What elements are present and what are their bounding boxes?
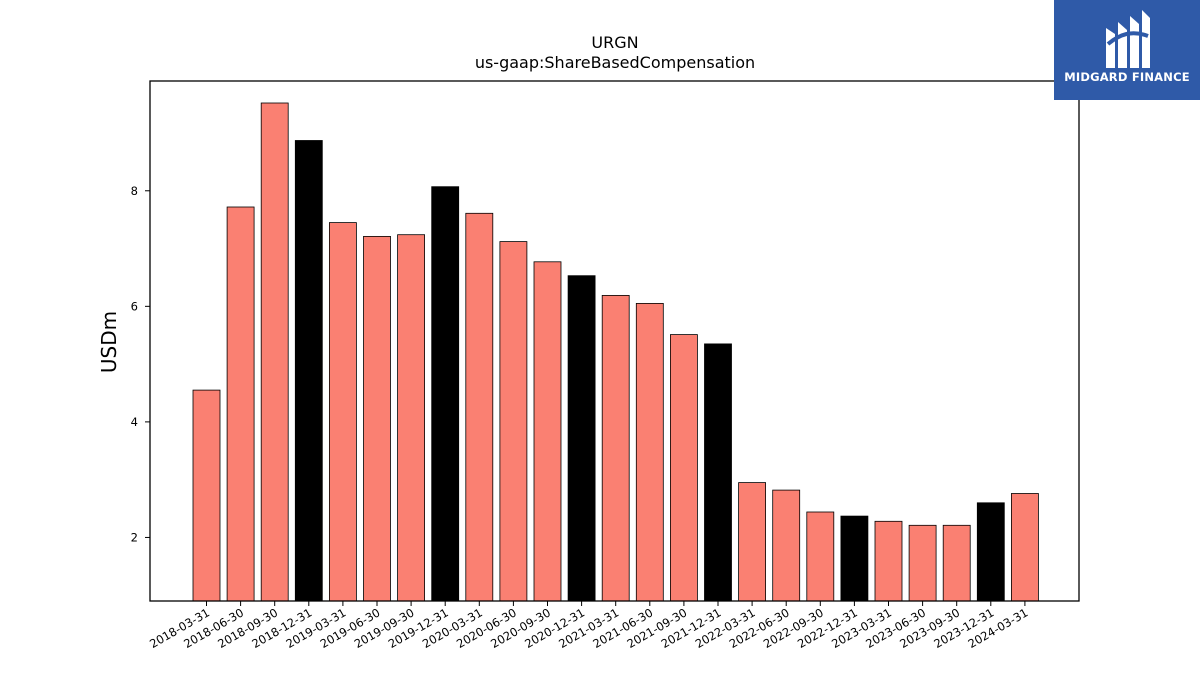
x-ticks-group: 2018-03-312018-06-302018-09-302018-12-31… <box>147 601 1030 651</box>
bar-2019-03-31 <box>328 222 357 602</box>
chart-title: URGN <box>591 33 638 52</box>
bar-2021-06-30 <box>635 302 664 602</box>
bar-2024-03-31 <box>1011 493 1039 602</box>
bar-2020-09-30 <box>533 261 562 602</box>
bar-2019-09-30 <box>397 234 426 602</box>
y-axis-label: USDm <box>97 311 121 373</box>
bar-2023-09-30 <box>942 524 971 602</box>
bar-2020-12-31 <box>567 275 596 602</box>
bar-2020-03-31 <box>465 212 494 602</box>
bar-2022-09-30 <box>806 511 835 602</box>
bar-2023-06-30 <box>908 524 937 602</box>
bar-2018-03-31 <box>192 389 221 602</box>
plot-frame <box>149 80 1080 602</box>
bar-2021-09-30 <box>670 334 698 602</box>
bar-2022-06-30 <box>772 489 801 602</box>
bar-2021-12-31 <box>704 343 732 602</box>
bars-group <box>192 102 1039 602</box>
y-tick-label: 4 <box>131 415 138 429</box>
bar-2023-03-31 <box>874 520 903 602</box>
y-ticks-group: 2 4 6 8 <box>131 184 150 544</box>
bar-2019-06-30 <box>363 235 391 602</box>
bar-2018-09-30 <box>260 102 289 602</box>
bar-2022-12-31 <box>840 515 869 602</box>
bar-2021-03-31 <box>601 294 630 602</box>
y-tick-label: 8 <box>131 184 138 198</box>
bar-2023-12-31 <box>976 502 1005 602</box>
bar-2020-06-30 <box>499 241 528 602</box>
bar-2019-12-31 <box>431 186 460 602</box>
y-tick-label: 6 <box>131 299 138 313</box>
bar-2018-06-30 <box>226 206 255 602</box>
bar-2022-03-31 <box>738 482 766 602</box>
logo-badge: MIDGARD FINANCE <box>1054 0 1200 100</box>
midgard-m-icon <box>1106 10 1150 68</box>
chart-subtitle: us-gaap:ShareBasedCompensation <box>475 53 755 72</box>
logo-text: MIDGARD FINANCE <box>1064 70 1190 84</box>
y-tick-label: 2 <box>131 530 138 544</box>
bar-2018-12-31 <box>294 140 323 602</box>
